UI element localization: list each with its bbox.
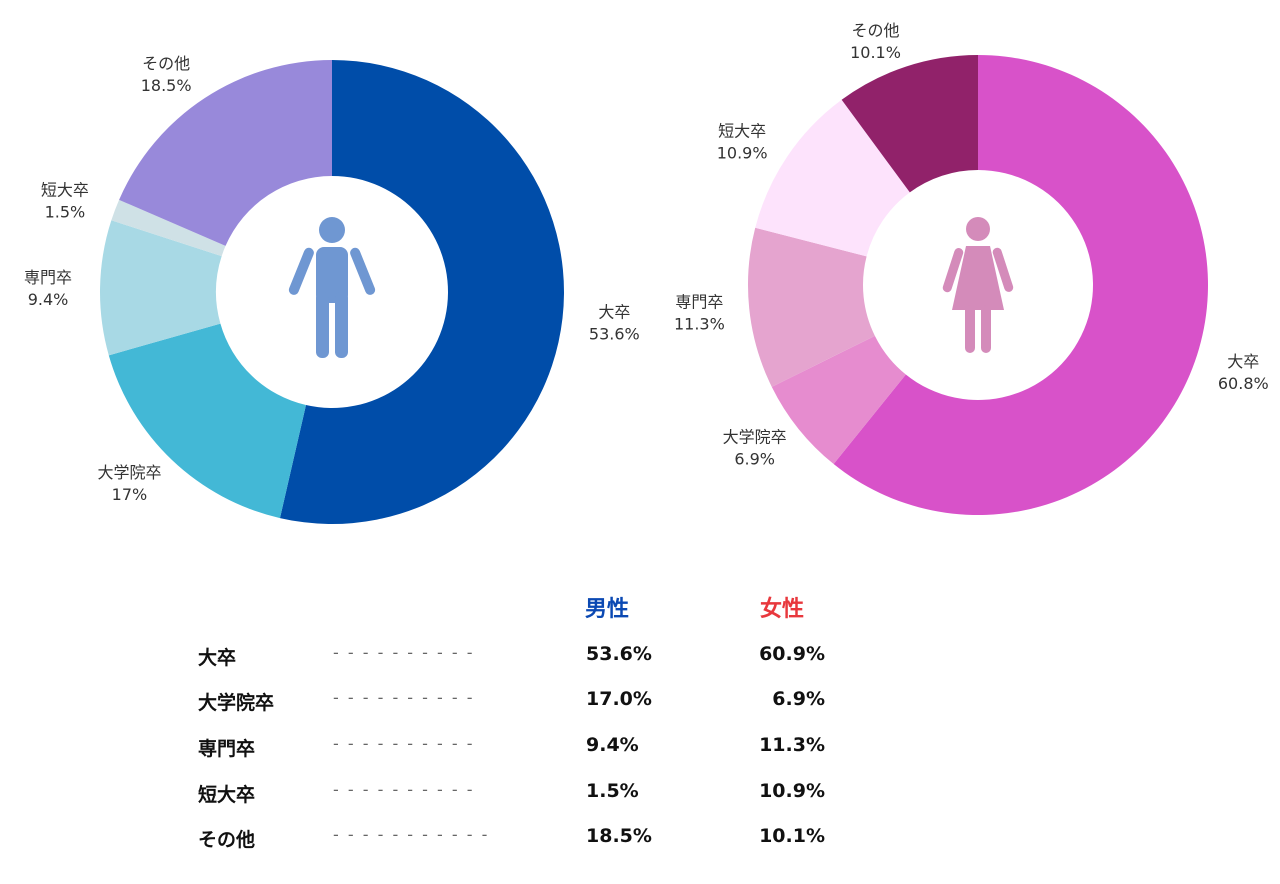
- male-value: 53.6%: [586, 643, 652, 665]
- row-category: 専門卒: [198, 738, 256, 760]
- male-value: 18.5%: [586, 825, 652, 847]
- donut-slice: [755, 99, 910, 257]
- female-donut-chart: 大卒 60.8% 大学院卒 6.9% 専門卒 11.3% 短大卒 10.9% その他 10.1%: [674, 21, 1269, 515]
- slice-label: 専門卒 9.4%: [24, 268, 72, 309]
- table-row: 大学院卒 - - - - - - - - - - 17.0% 6.9%: [0, 688, 1280, 718]
- slice-label: その他 18.5%: [141, 54, 192, 95]
- female-value: 60.9%: [759, 643, 825, 665]
- female-value: 10.9%: [759, 780, 825, 802]
- donut-slice: [771, 335, 906, 465]
- female-header: 女性: [760, 597, 805, 622]
- leader-dashes: - - - - - - - - - -: [333, 688, 475, 707]
- leader-dashes: - - - - - - - - - -: [333, 780, 475, 799]
- slice-label: その他 10.1%: [850, 21, 901, 62]
- donut-slice: [111, 199, 226, 257]
- table-row: 大卒 - - - - - - - - - - 53.6% 60.9%: [0, 643, 1280, 673]
- slice-label: 大学院卒 17%: [97, 463, 161, 504]
- donut-slice: [119, 60, 332, 246]
- leader-dashes: - - - - - - - - - - -: [333, 825, 490, 844]
- male-donut-chart: 大卒 53.6% 大学院卒 17% 専門卒 9.4% 短大卒 1.5% その他 18.5%: [24, 54, 640, 524]
- slice-label: 専門卒 11.3%: [674, 293, 725, 334]
- female-value: 10.1%: [759, 825, 825, 847]
- slice-label: 短大卒 10.9%: [717, 122, 768, 163]
- leader-dashes: - - - - - - - - - -: [333, 643, 475, 662]
- female-value: 6.9%: [772, 688, 825, 710]
- slice-label: 大卒 53.6%: [589, 303, 640, 344]
- male-value: 9.4%: [586, 734, 639, 756]
- male-value: 1.5%: [586, 780, 639, 802]
- summary-table: 男性 女性 大卒 - - - - - - - - - - 53.6% 60.9%…: [0, 585, 1280, 875]
- male-value: 17.0%: [586, 688, 652, 710]
- row-category: 短大卒: [198, 784, 256, 806]
- male-person-icon: [288, 217, 376, 358]
- donut-slice: [748, 227, 875, 387]
- slice-label: 大学院卒 6.9%: [723, 427, 787, 468]
- table-row: 短大卒 - - - - - - - - - - 1.5% 10.9%: [0, 780, 1280, 810]
- slice-label: 短大卒 1.5%: [41, 180, 89, 221]
- donut-charts: 大卒 53.6% 大学院卒 17% 専門卒 9.4% 短大卒 1.5% その他 18.5% 大卒 6…: [24, 21, 1269, 524]
- male-header: 男性: [585, 597, 630, 622]
- donut-slice: [108, 323, 306, 519]
- donut-slice: [279, 60, 565, 524]
- row-category: 大卒: [198, 647, 237, 669]
- row-category: その他: [198, 829, 256, 851]
- table-row: 専門卒 - - - - - - - - - - 9.4% 11.3%: [0, 734, 1280, 764]
- donut-slice: [833, 55, 1209, 515]
- donut-slice: [841, 54, 978, 193]
- table-row: その他 - - - - - - - - - - - 18.5% 10.1%: [0, 825, 1280, 855]
- slice-label: 大卒 60.8%: [1218, 352, 1269, 393]
- leader-dashes: - - - - - - - - - -: [333, 734, 475, 753]
- donut-slice: [99, 220, 222, 356]
- female-value: 11.3%: [759, 734, 825, 756]
- row-category: 大学院卒: [198, 692, 275, 714]
- female-person-icon: [942, 217, 1014, 353]
